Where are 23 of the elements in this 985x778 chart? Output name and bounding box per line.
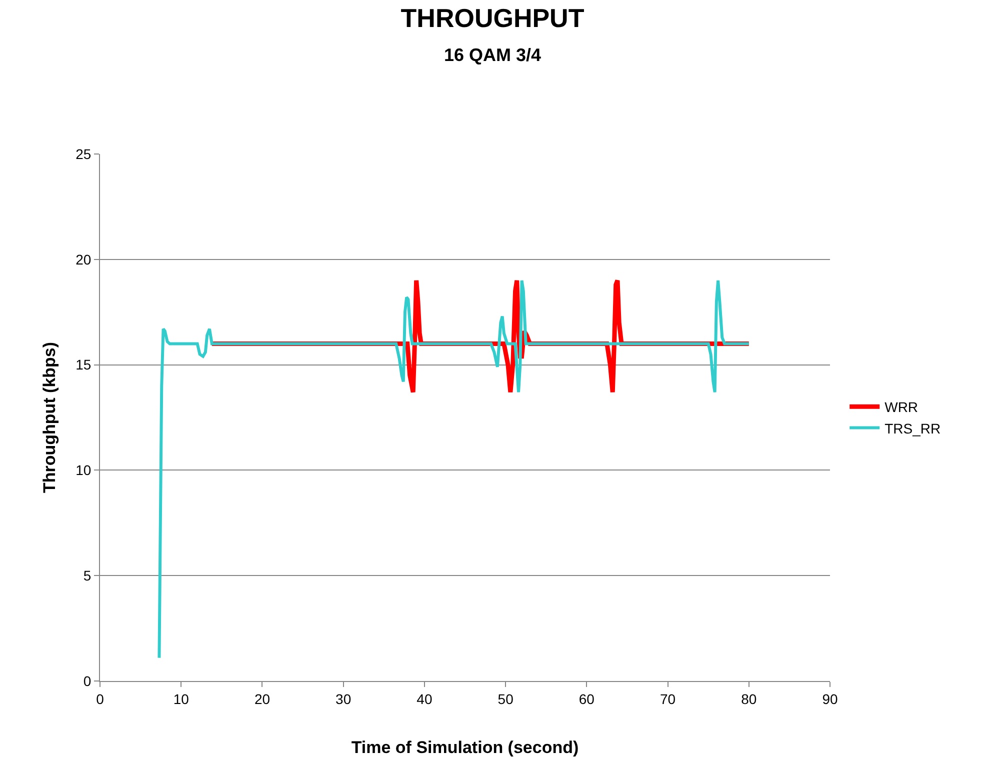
legend-label: WRR xyxy=(884,399,918,416)
x-tick-label: 60 xyxy=(578,690,595,707)
line-series xyxy=(158,278,750,660)
y-tick-label: 15 xyxy=(76,356,92,373)
x-tick-label: 80 xyxy=(741,690,757,707)
chart-subtitle: 16 QAM 3/4 xyxy=(444,45,542,66)
x-tick-label: 50 xyxy=(498,690,514,707)
y-axis-title: Throughput (kbps) xyxy=(40,342,60,494)
y-tick-label: 5 xyxy=(83,568,92,584)
chart-title: THROUGHPUT xyxy=(400,3,584,34)
x-axis-title: Time of Simulation (second) xyxy=(351,738,579,758)
y-tick-label: 25 xyxy=(76,146,92,162)
legend-label: TRS_RR xyxy=(884,420,941,436)
y-tick-label: 0 xyxy=(83,672,92,689)
x-tick-label: 70 xyxy=(660,690,676,707)
x-tick-label: 20 xyxy=(254,690,270,707)
y-tick-label: 10 xyxy=(76,462,92,478)
x-tick-label: 40 xyxy=(416,690,432,707)
y-tick-label: 20 xyxy=(76,251,92,268)
x-tick-label: 10 xyxy=(173,690,190,707)
x-tick-label: 0 xyxy=(96,690,104,707)
x-tick-label: 30 xyxy=(336,690,352,707)
x-tick-label: 90 xyxy=(822,690,838,707)
